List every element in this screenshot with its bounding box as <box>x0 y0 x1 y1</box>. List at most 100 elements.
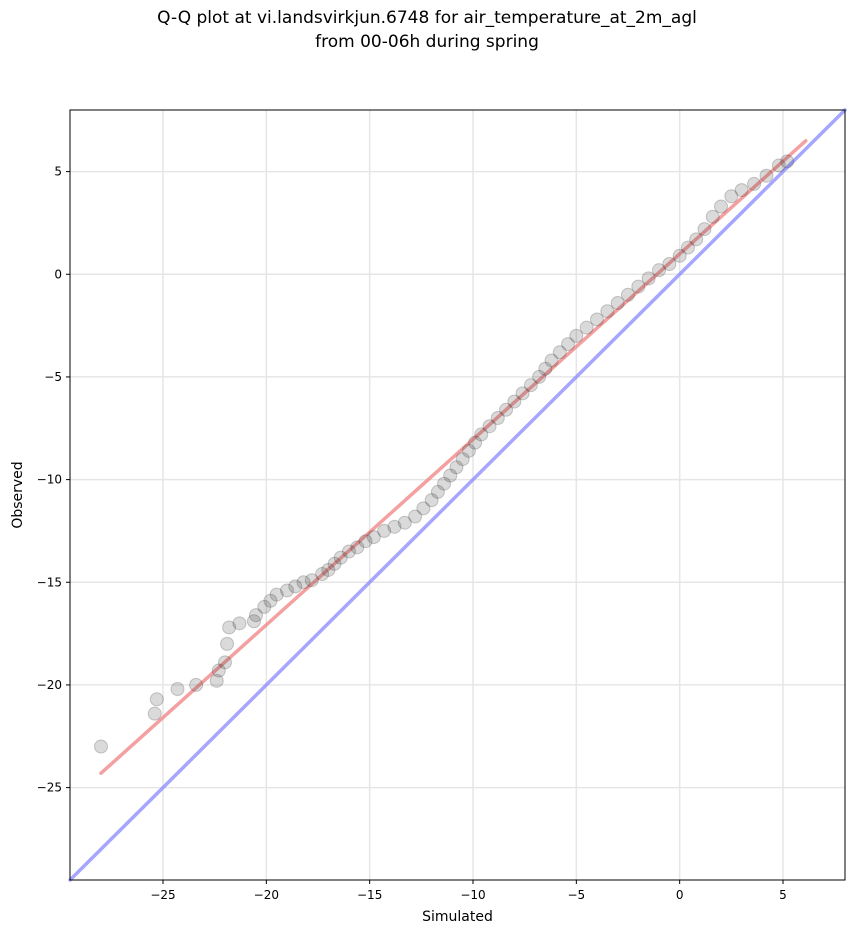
data-point <box>218 655 232 670</box>
data-point <box>350 540 365 555</box>
data-point <box>507 394 522 409</box>
y-tick-label: 5 <box>54 165 62 179</box>
x-tick-label: −25 <box>150 888 175 902</box>
data-point <box>724 189 739 204</box>
data-point <box>333 550 348 565</box>
data-point <box>672 248 687 263</box>
data-point <box>304 573 319 588</box>
data-point <box>449 460 464 475</box>
data-point <box>544 353 559 368</box>
data-point <box>416 501 431 516</box>
data-point <box>315 567 330 582</box>
data-point <box>220 636 235 651</box>
data-point <box>780 154 795 169</box>
data-point <box>249 608 263 623</box>
data-point <box>734 183 749 198</box>
data-point <box>211 663 226 678</box>
grid <box>70 110 845 880</box>
chart-title-line-1: Q-Q plot at vi.landsvirkjun.6748 for air… <box>157 8 697 28</box>
data-point <box>538 361 553 376</box>
data-point <box>689 232 704 247</box>
y-tick-label: −25 <box>37 781 62 795</box>
data-point <box>263 593 278 608</box>
data-point <box>461 443 476 458</box>
data-point <box>147 706 162 721</box>
data-point <box>455 452 470 467</box>
x-tick-label: −20 <box>254 888 279 902</box>
data-point <box>408 509 423 524</box>
data-point <box>515 386 530 401</box>
data-point <box>482 419 497 434</box>
data-point <box>280 583 294 598</box>
data-point <box>662 257 677 271</box>
y-axis-label: Observed <box>10 461 26 528</box>
x-tick-label: −5 <box>567 888 585 902</box>
data-point <box>209 673 224 688</box>
y-tick-label: 0 <box>54 267 62 281</box>
data-point <box>759 168 774 183</box>
x-tick-label: −10 <box>460 888 485 902</box>
data-point <box>621 287 635 302</box>
data-point <box>387 519 402 534</box>
data-point <box>443 468 458 483</box>
fit-line <box>99 139 808 775</box>
data-point <box>321 562 336 577</box>
data-point <box>296 575 311 590</box>
data-point <box>697 222 712 237</box>
data-point <box>246 614 261 629</box>
data-point <box>641 271 656 286</box>
data-point <box>561 337 576 352</box>
data-point <box>342 544 356 559</box>
data-point <box>327 556 342 571</box>
chart-title: Q-Q plot at vi.landsvirkjun.6748 for air… <box>0 6 854 54</box>
data-point <box>610 296 625 311</box>
data-point <box>532 369 547 384</box>
data-point <box>600 304 615 319</box>
data-point <box>222 620 237 635</box>
y-tick-label: −15 <box>37 575 62 589</box>
data-point <box>747 176 762 191</box>
data-point <box>377 523 392 538</box>
y-tick-label: −10 <box>37 473 62 487</box>
data-point <box>490 411 505 425</box>
data-point <box>523 378 538 393</box>
data-point <box>569 328 584 343</box>
data-point <box>358 534 373 549</box>
data-point <box>424 493 439 508</box>
data-point <box>590 312 604 327</box>
data-point <box>714 199 728 214</box>
data-point <box>170 682 185 697</box>
data-point <box>189 677 204 692</box>
identity-line <box>68 108 847 882</box>
data-point <box>680 240 695 255</box>
data-point <box>257 599 272 614</box>
x-tick-label: 5 <box>779 888 787 902</box>
data-point <box>437 476 452 491</box>
data-point <box>552 345 567 360</box>
data-point <box>652 263 666 278</box>
x-axis-label: Simulated <box>422 909 493 925</box>
data-point <box>269 587 284 602</box>
data-point <box>474 427 489 442</box>
data-point <box>631 279 646 294</box>
data-point <box>149 692 164 707</box>
y-tick-label: −5 <box>44 370 62 384</box>
axis-ticks: −25 −20 −15 −10 −5 0 5 −25 −20 −15 −10 −5 0 5 <box>37 165 787 902</box>
data-point <box>705 209 720 224</box>
data-point <box>397 515 412 530</box>
data-point <box>366 530 381 545</box>
data-point <box>579 320 594 335</box>
data-point <box>232 616 247 631</box>
data-point <box>94 739 108 754</box>
plot-frame <box>69 109 846 881</box>
data-point <box>499 402 514 417</box>
x-tick-label: −15 <box>357 888 382 902</box>
data-point <box>288 579 303 594</box>
y-tick-label: −20 <box>37 678 62 692</box>
data-point <box>430 484 445 499</box>
data-point <box>771 158 786 173</box>
reference-lines <box>68 108 847 882</box>
chart-title-line-2: from 00-06h during spring <box>315 32 539 52</box>
data-points <box>94 154 795 754</box>
